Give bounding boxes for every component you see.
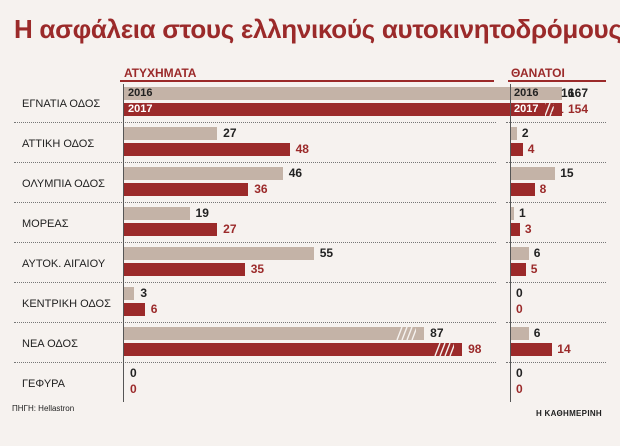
deaths-2016-bar — [511, 247, 529, 260]
road-label: ΟΛΥΜΠΙΑ ΟΔΟΣ — [22, 178, 105, 190]
accidents-2017-value: 154 — [568, 102, 589, 116]
accidents-2017-value: 0 — [130, 382, 137, 396]
deaths-2016-bar — [511, 87, 555, 100]
deaths-2017-value: 4 — [527, 142, 535, 156]
road-label: ΑΥΤΟΚ. ΑΙΓΑΙΟΥ — [22, 258, 106, 270]
legend-2016-accidents: 2016 — [128, 87, 153, 99]
accidents-2016-bar — [124, 167, 283, 180]
road-label: ΚΕΝΤΡΙΚΗ ΟΔΟΣ — [22, 298, 111, 310]
deaths-2016-value: 15 — [560, 166, 574, 180]
deaths-2016-value: 0 — [516, 366, 523, 380]
row-separator — [506, 162, 606, 163]
deaths-2016-value: 2 — [521, 126, 529, 140]
accidents-2017-bar — [124, 143, 290, 156]
accidents-2016-bar — [124, 87, 562, 100]
legend-2017-deaths: 2017 — [514, 103, 539, 115]
accidents-2016-value: 27 — [223, 126, 237, 140]
deaths-2016-bar — [511, 167, 556, 180]
source-note: ΠΗΓΗ: Hellastron — [12, 404, 75, 413]
axis-break-mark — [396, 327, 417, 340]
accidents-section-title: ΑΤΥΧΗΜΑΤΑ — [124, 66, 197, 80]
row-separator — [506, 282, 606, 283]
accidents-2017-bar — [124, 303, 145, 316]
deaths-2017-bar — [511, 263, 526, 276]
row-separator — [14, 202, 496, 203]
deaths-section-title: ΘΑΝΑΤΟΙ — [511, 66, 565, 80]
chart-title: Η ασφάλεια στους ελληνικούς αυτοκινητοδρ… — [14, 14, 620, 44]
accidents-2017-value: 48 — [295, 142, 309, 156]
accidents-2016-value: 167 — [568, 86, 589, 100]
accidents-2016-value: 0 — [130, 366, 137, 380]
deaths-2017-bar — [511, 183, 535, 196]
deaths-2017-value: 14 — [557, 342, 571, 356]
deaths-2016-value: 1 — [518, 206, 526, 220]
deaths-2017-value: 8 — [539, 182, 547, 196]
accidents-2017-value: 27 — [223, 222, 237, 236]
deaths-2017-value: 0 — [516, 382, 523, 396]
row-separator — [506, 362, 606, 363]
road-label: ΑΤΤΙΚΗ ΟΔΟΣ — [22, 138, 95, 150]
legend-2016-deaths: 2016 — [514, 87, 539, 99]
deaths-2016-value: 6 — [533, 246, 541, 260]
deaths-2017-value: 0 — [516, 302, 523, 316]
accidents-2017-bar — [124, 343, 463, 356]
row-separator — [506, 202, 606, 203]
deaths-2017-value: 3 — [524, 222, 532, 236]
row-separator — [14, 122, 496, 123]
accidents-2016-value: 87 — [430, 326, 444, 340]
deaths-2017-bar — [511, 223, 520, 236]
accidents-2016-bar — [124, 287, 135, 300]
deaths-2016-value: 16 — [561, 86, 575, 100]
accidents-2016-bar — [124, 327, 425, 340]
row-separator — [506, 242, 606, 243]
row-separator — [14, 322, 496, 323]
deaths-2016-bar — [511, 207, 514, 220]
accidents-2016-bar — [124, 127, 218, 140]
road-label: ΝΕΑ ΟΔΟΣ — [22, 338, 78, 350]
deaths-2016-value: 6 — [533, 326, 541, 340]
accidents-2017-bar — [124, 263, 245, 276]
deaths-2016-bar — [511, 327, 529, 340]
road-label: ΜΟΡΕΑΣ — [22, 218, 69, 230]
accidents-2016-bar — [124, 207, 190, 220]
deaths-2017-value: 11 — [551, 102, 564, 116]
legend-2017-accidents: 2017 — [128, 103, 153, 115]
deaths-axis-line — [510, 84, 511, 402]
accidents-2016-bar — [124, 247, 314, 260]
row-separator — [506, 322, 606, 323]
road-label: ΕΓΝΑΤΙΑ ΟΔΟΣ — [22, 98, 101, 110]
publisher-brand: Η ΚΑΘΗΜΕΡΙΝΗ — [535, 409, 602, 418]
accidents-2017-value: 6 — [150, 302, 158, 316]
accidents-2017-value: 36 — [254, 182, 268, 196]
accidents-2017-bar — [124, 183, 249, 196]
deaths-2017-bar — [511, 143, 523, 156]
accidents-2017-value: 35 — [250, 262, 265, 276]
row-separator — [14, 282, 496, 283]
accidents-header-rule — [120, 80, 494, 82]
deaths-header-rule — [508, 80, 606, 82]
row-separator — [506, 122, 606, 123]
accidents-2017-bar — [124, 223, 218, 236]
deaths-2016-bar — [511, 127, 517, 140]
row-separator — [14, 362, 496, 363]
deaths-2017-bar — [511, 103, 545, 116]
accidents-2017-value: 98 — [468, 342, 482, 356]
row-separator — [14, 242, 496, 243]
deaths-2016-value: 0 — [516, 286, 523, 300]
accidents-2016-value: 55 — [319, 246, 334, 260]
accidents-2016-value: 3 — [140, 286, 148, 300]
accidents-2016-value: 46 — [288, 166, 303, 180]
axis-break-mark — [434, 343, 455, 356]
accidents-2016-value: 19 — [195, 206, 209, 220]
deaths-2017-value: 5 — [530, 262, 538, 276]
deaths-2017-bar — [511, 343, 553, 356]
row-separator — [14, 162, 496, 163]
road-label: ΓΕΦΥΡΑ — [22, 378, 66, 390]
accidents-2017-bar — [124, 103, 562, 116]
accidents-axis-line — [123, 84, 124, 402]
